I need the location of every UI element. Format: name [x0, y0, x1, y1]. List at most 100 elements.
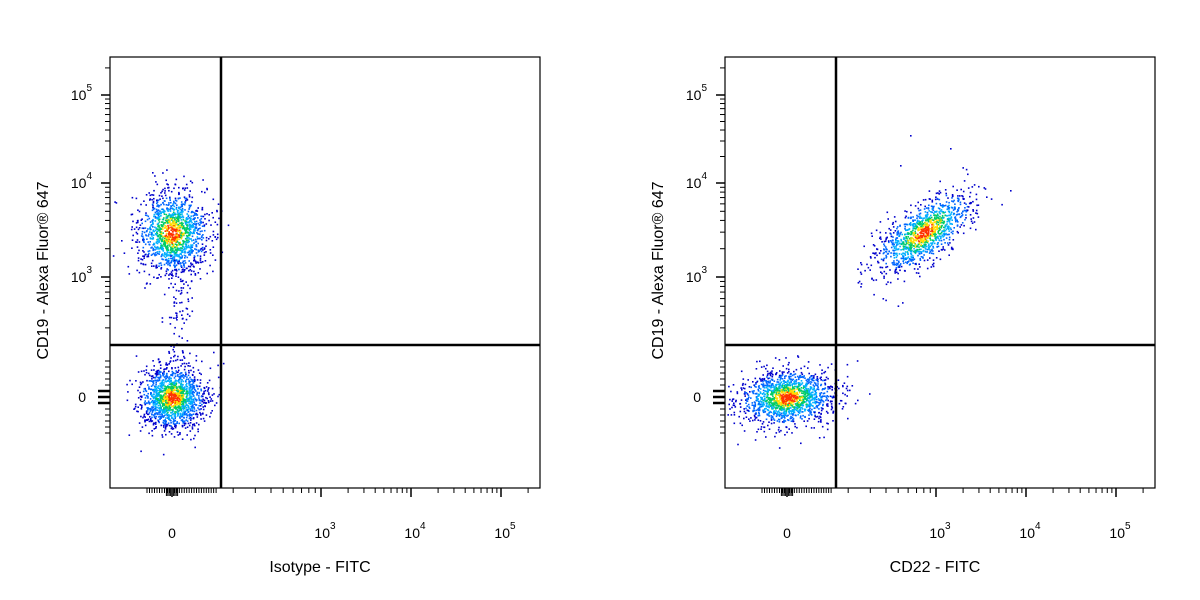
- cd19-negative-cell-point: [190, 419, 192, 421]
- cd19-cd22-positive-cell-point: [919, 259, 922, 261]
- cd19-cd22-positive-cell-point: [902, 245, 905, 247]
- cd19-cd22-positive-cell-point: [909, 258, 911, 260]
- cd19-negative-cell-point: [126, 399, 129, 402]
- cd19-negative-cell-point: [183, 357, 186, 359]
- cd19-positive-cell-point: [170, 247, 172, 249]
- cd19-positive-cell-point: [169, 208, 171, 211]
- cd19-cd22-positive-cell-point: [920, 231, 922, 233]
- cd19-cd22-positive-cell-point: [925, 251, 927, 253]
- transitional-cell-point: [181, 314, 183, 316]
- cd19-cd22-negative-cell-point: [827, 366, 829, 369]
- cd19-cd22-positive-cell-point: [892, 221, 894, 224]
- cd19-positive-cell-point: [178, 255, 180, 258]
- cd19-negative-cell-point: [165, 386, 168, 389]
- cd19-cd22-negative-cell-point: [796, 393, 798, 395]
- cd19-cd22-positive-cell-point: [883, 270, 886, 273]
- cd19-cd22-negative-cell-point: [783, 410, 786, 413]
- transitional-cell-point: [179, 293, 182, 295]
- cd19-negative-cell-point: [182, 390, 184, 392]
- cd19-cd22-positive-cell-point: [942, 226, 945, 229]
- cd19-negative-cell-point: [192, 387, 195, 389]
- cd19-cd22-positive-cell-point: [931, 222, 933, 224]
- cd19-cd22-negative-cell-point: [813, 385, 816, 388]
- transitional-cell-point: [177, 276, 180, 278]
- cd19-negative-cell-point: [159, 391, 161, 393]
- cd19-positive-cell-point: [183, 240, 186, 243]
- cd19-cd22-positive-cell-point: [940, 217, 942, 219]
- cd19-positive-cell-point: [157, 204, 159, 206]
- cd19-cd22-positive-cell-point: [957, 195, 959, 197]
- cd19-positive-cell-point: [203, 225, 206, 228]
- cd19-cd22-positive-cell-point: [889, 281, 892, 284]
- cd19-cd22-positive-cell-point: [876, 254, 878, 257]
- cd19-negative-cell-point: [179, 397, 182, 399]
- cd19-cd22-negative-cell-point: [768, 415, 770, 417]
- cd19-negative-cell-point: [165, 398, 168, 401]
- cd19-cd22-positive-cell-point: [913, 258, 916, 260]
- cd19-negative-cell-point: [185, 413, 187, 416]
- cd19-cd22-positive-cell-point: [932, 230, 935, 232]
- cd19-cd22-positive-cell-point: [885, 232, 887, 234]
- cd19-positive-cell-point: [138, 241, 141, 243]
- cd19-cd22-positive-cell-point: [860, 283, 863, 285]
- cd19-negative-cell-point: [152, 384, 154, 386]
- cd19-cd22-positive-cell-point: [914, 205, 917, 207]
- cd19-positive-cell-point: [136, 239, 139, 241]
- cd19-cd22-negative-cell-point: [788, 361, 790, 364]
- cd19-cd22-positive-cell-point: [914, 251, 917, 254]
- cd19-cd22-positive-cell-point: [918, 250, 921, 253]
- cd19-cd22-positive-cell-point: [929, 233, 932, 235]
- cd19-cd22-positive-cell-point: [923, 230, 925, 233]
- cd19-negative-cell-point: [179, 373, 181, 375]
- cd19-cd22-negative-cell-point: [795, 379, 798, 381]
- cd19-cd22-positive-cell-point: [909, 258, 912, 261]
- cd19-negative-cell-point: [158, 402, 161, 404]
- cd19-cd22-positive-cell-point: [917, 272, 920, 274]
- cd19-positive-cell-point: [152, 226, 154, 228]
- cd19-cd22-negative-cell-point: [830, 403, 833, 405]
- cd19-positive-cell-point: [165, 234, 167, 237]
- cd19-negative-cell-point: [192, 371, 195, 373]
- cd19-cd22-negative-cell-point: [789, 401, 792, 403]
- cd19-cd22-negative-cell-point: [826, 403, 829, 405]
- cd19-positive-cell-point: [187, 210, 190, 213]
- cd19-negative-cell-point: [161, 383, 163, 385]
- cd19-positive-cell-point: [157, 216, 160, 218]
- cd19-cd22-positive-cell-point: [912, 232, 914, 234]
- cd19-positive-cell-point: [175, 213, 177, 216]
- cd19-positive-cell-point: [194, 221, 196, 223]
- cd19-cd22-positive-cell-point: [927, 225, 930, 228]
- cd19-negative-cell-point: [163, 373, 165, 375]
- cd19-positive-cell-point: [161, 239, 163, 241]
- cd19-cd22-negative-cell-point: [755, 382, 757, 384]
- cd19-negative-cell-point: [150, 369, 153, 371]
- cd19-cd22-positive-cell-point: [951, 247, 954, 250]
- cd19-negative-cell-point: [197, 369, 200, 371]
- cd19-negative-cell-point: [168, 376, 171, 378]
- cd19-cd22-negative-cell-point: [800, 367, 802, 370]
- cd19-cd22-negative-cell-point: [827, 422, 829, 425]
- transitional-cell-point: [179, 278, 182, 281]
- cd19-positive-cell-point: [158, 204, 161, 207]
- cd19-cd22-positive-cell-point: [894, 249, 897, 251]
- cd19-positive-cell-point: [141, 230, 144, 233]
- cd19-cd22-positive-cell-point: [885, 246, 887, 248]
- cd19-cd22-negative-cell-point: [779, 412, 781, 414]
- cd19-positive-cell-point: [216, 209, 218, 212]
- cd19-cd22-positive-cell-point: [945, 233, 947, 236]
- cd19-negative-cell-point: [193, 380, 196, 383]
- cd19-cd22-positive-cell-point: [884, 240, 887, 242]
- cd19-cd22-positive-cell-point: [929, 217, 932, 220]
- cd19-cd22-positive-cell-point: [973, 221, 976, 223]
- transitional-cell-point: [175, 317, 177, 319]
- cd19-negative-cell-point: [154, 373, 157, 375]
- cd19-negative-cell-point: [174, 397, 177, 400]
- cd19-positive-cell-point: [157, 235, 160, 238]
- cd19-negative-cell-point: [184, 427, 187, 429]
- cd19-positive-cell-point: [162, 221, 164, 223]
- cd19-cd22-positive-cell-point: [942, 236, 944, 238]
- cd19-cd22-negative-cell-point: [804, 398, 806, 401]
- cd19-positive-cell-point: [142, 240, 145, 243]
- cd19-cd22-positive-cell-point: [930, 249, 933, 252]
- cd19-positive-cell-point: [168, 278, 170, 280]
